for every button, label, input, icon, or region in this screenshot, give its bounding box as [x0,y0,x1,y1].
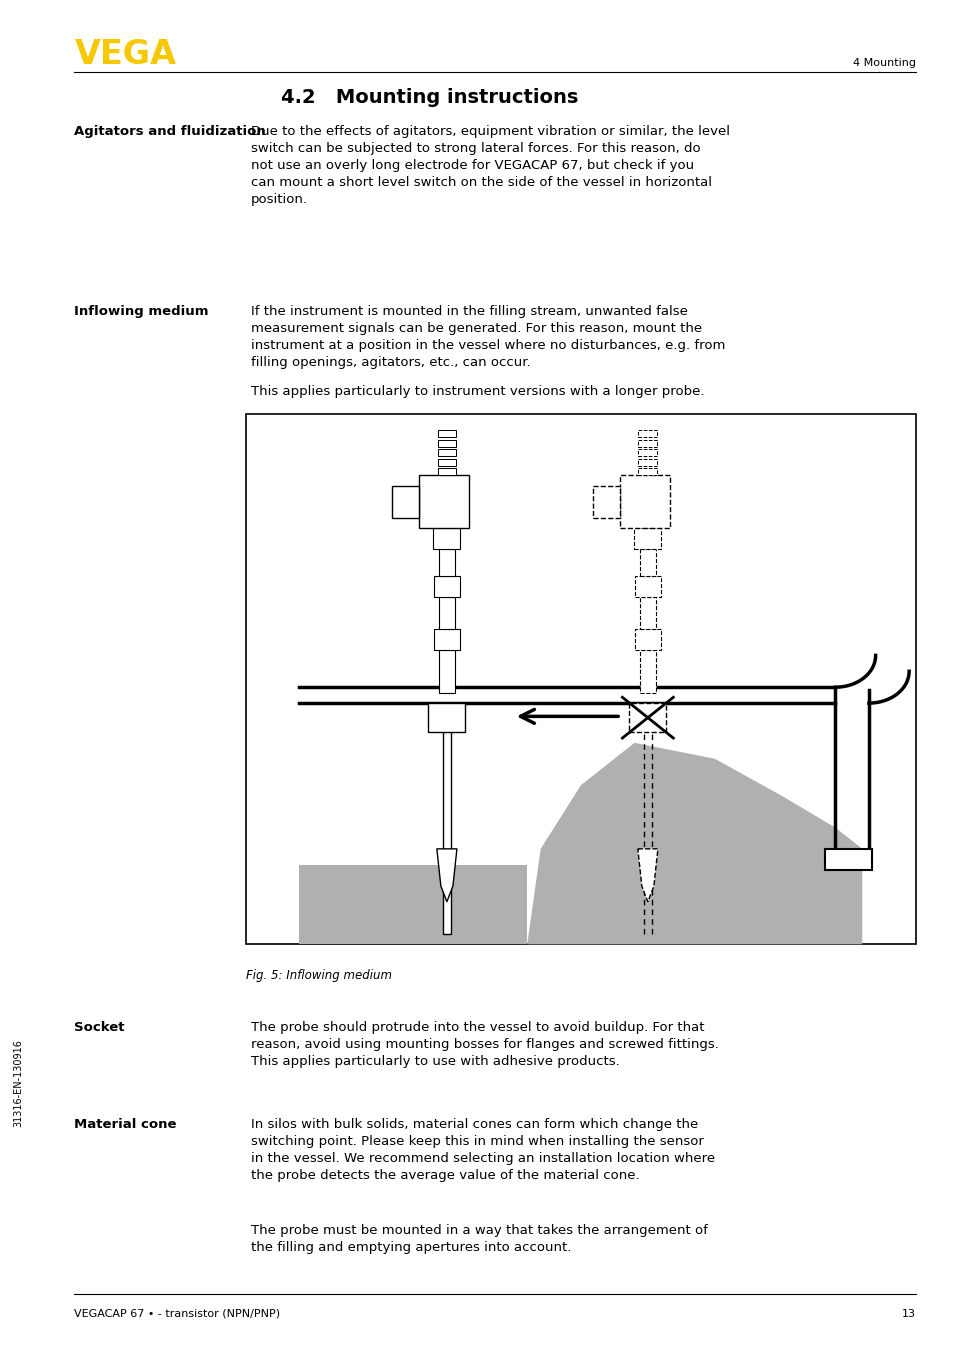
Bar [442,703,451,934]
Bar [437,450,456,456]
Bar [437,431,456,437]
Bar [638,450,657,456]
Bar [634,528,660,550]
Bar [428,703,465,733]
Text: Due to the effects of agitators, equipment vibration or similar, the level
switc: Due to the effects of agitators, equipme… [251,125,729,206]
Bar [638,440,657,447]
Bar [639,550,656,575]
Text: VEGACAP 67 • - transistor (NPN/PNP): VEGACAP 67 • - transistor (NPN/PNP) [74,1309,280,1319]
Text: The probe should protrude into the vessel to avoid buildup. For that
reason, avo: The probe should protrude into the vesse… [251,1021,718,1068]
Text: 4 Mounting: 4 Mounting [852,58,915,68]
Bar [418,475,469,528]
Bar [593,486,619,517]
Bar [635,628,659,650]
Text: Fig. 5: Inflowing medium: Fig. 5: Inflowing medium [246,969,392,982]
Text: The probe must be mounted in a way that takes the arrangement of
the filling and: The probe must be mounted in a way that … [251,1224,707,1254]
Bar [438,550,455,575]
Text: Socket: Socket [74,1021,125,1034]
Polygon shape [299,865,527,944]
Bar [437,459,456,466]
Bar [638,459,657,466]
Bar [619,475,670,528]
Bar [434,628,459,650]
Bar [629,703,665,733]
Bar [438,597,455,628]
Bar [824,849,871,871]
Bar [392,486,418,517]
Bar [437,440,456,447]
Polygon shape [527,743,862,944]
Text: VEGA: VEGA [74,38,176,70]
Text: Agitators and fluidization: Agitators and fluidization [74,125,266,138]
Bar [638,431,657,437]
Bar [246,414,915,944]
Bar [437,468,456,475]
Bar [635,575,659,597]
Text: Material cone: Material cone [74,1118,176,1132]
Text: Inflowing medium: Inflowing medium [74,305,209,318]
Text: 13: 13 [901,1309,915,1319]
Bar [433,528,459,550]
Text: If the instrument is mounted in the filling stream, unwanted false
measurement s: If the instrument is mounted in the fill… [251,305,724,370]
Text: This applies particularly to instrument versions with a longer probe.: This applies particularly to instrument … [251,385,703,398]
Polygon shape [436,849,456,902]
Bar [639,597,656,628]
Text: 31316-EN-130916: 31316-EN-130916 [13,1040,23,1127]
Text: In silos with bulk solids, material cones can form which change the
switching po: In silos with bulk solids, material cone… [251,1118,715,1182]
Text: 4.2   Mounting instructions: 4.2 Mounting instructions [280,88,578,107]
Bar [438,650,455,692]
Polygon shape [638,849,658,902]
Bar [434,575,459,597]
Bar [638,468,657,475]
Bar [639,650,656,692]
